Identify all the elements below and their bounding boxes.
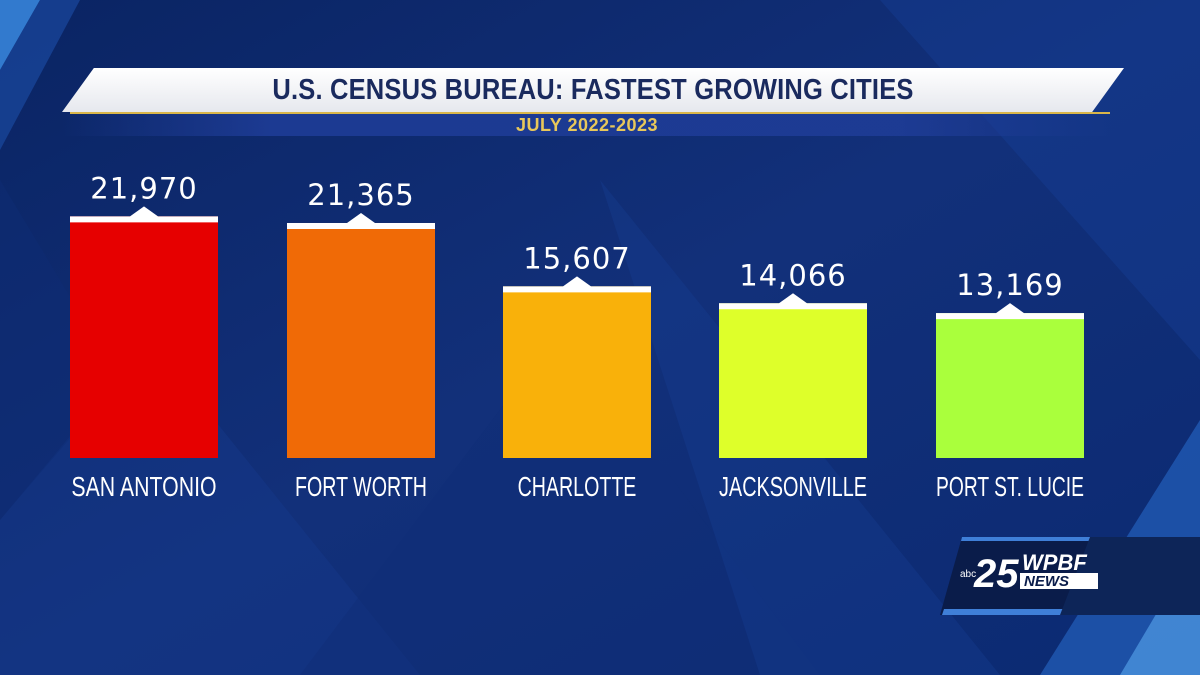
category-label: JACKSONVILLE [719,471,867,502]
bar-charlotte [503,286,651,458]
title-divider [70,112,1110,114]
network-logo-text: abc [960,569,976,580]
bar-san-antonio [70,216,218,458]
subtitle-band [62,114,1112,136]
bar-top-marker [719,293,867,310]
bar-fort-worth [287,222,435,458]
channel-number: 25 [973,552,1019,596]
value-label: 14,066 [739,258,846,292]
value-label: 13,169 [956,268,1063,302]
bar-top-marker [936,303,1084,320]
wpbf-news-logo: abc 25 WPBF NEWS [940,537,1200,615]
bar-port-st-lucie [936,313,1084,458]
value-label: 21,970 [90,171,197,205]
page-subtitle: JULY 2022-2023 [515,115,659,135]
category-label: SAN ANTONIO [71,471,216,502]
bar-top-marker [287,212,435,229]
value-label: 21,365 [307,178,414,212]
category-label: CHARLOTTE [518,471,637,502]
category-label: PORT ST. LUCIE [936,471,1084,502]
bar-top-marker [503,276,651,293]
title-bar [62,68,1124,112]
bar-top-marker [70,206,218,223]
value-label: 15,607 [523,241,630,275]
station-name: WPBF [1022,550,1087,575]
bar-jacksonville [719,303,867,458]
page-title: U.S. CENSUS BUREAU: FASTEST GROWING CITI… [272,74,914,106]
category-label: FORT WORTH [295,471,427,502]
brand-name: NEWS [1024,573,1069,590]
